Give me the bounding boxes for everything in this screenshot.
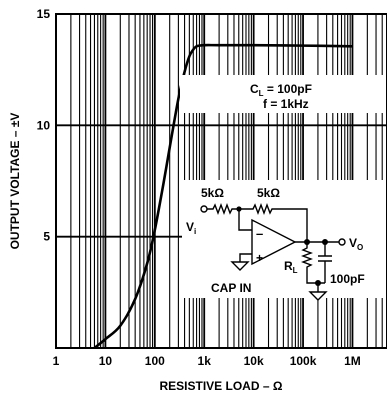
- annotation-background: [180, 75, 387, 113]
- label-load: RL: [284, 259, 298, 275]
- load-resistor: [301, 242, 325, 284]
- x-tick-label: 1: [53, 354, 60, 368]
- y-axis-label: OUTPUT VOLTAGE – ±V: [8, 113, 22, 250]
- label-r-in: 5kΩ: [201, 186, 224, 200]
- plot-frame: [55, 13, 387, 349]
- label-output: VO: [349, 236, 363, 252]
- label-cap: 100pF: [330, 272, 365, 286]
- x-tick-label: 10: [99, 354, 113, 368]
- x-tick-label: 1k: [198, 354, 212, 368]
- y-tick-label: 10: [37, 118, 51, 132]
- label-minus: –: [256, 226, 263, 241]
- feedback-resistor: [239, 203, 308, 242]
- input-terminal: [200, 205, 208, 213]
- label-cap-in: CAP IN: [211, 281, 251, 295]
- input-resistor: [207, 203, 239, 215]
- axis-tick-labels: 1 10 100 1k 10k 100k 1M 5 10 15: [37, 7, 361, 368]
- x-tick-label: 100: [145, 354, 165, 368]
- x-axis-label: RESISTIVE LOAD – Ω: [160, 379, 283, 393]
- x-tick-label: 1M: [344, 354, 361, 368]
- y-tick-label: 15: [37, 7, 51, 21]
- label-plus: +: [256, 251, 263, 265]
- y-tick-label: 5: [43, 230, 50, 244]
- annotation-cl: CL = 100pF: [250, 82, 312, 98]
- output-terminal: [338, 238, 346, 246]
- op-amp-symbol: [251, 218, 297, 266]
- test-circuit-schematic: [200, 203, 346, 301]
- x-tick-label: 100k: [290, 354, 317, 368]
- x-tick-label: 10k: [244, 354, 264, 368]
- noninverting-input-wire: [239, 253, 252, 262]
- ground-icon: [230, 261, 250, 271]
- circuit-labels: 5kΩ 5kΩ Vi VO RL 100pF CAP IN – +: [186, 186, 365, 295]
- load-capacitor: [318, 242, 332, 283]
- ground-icon-load: [308, 291, 328, 301]
- annotation-frequency: f = 1kHz: [263, 97, 309, 111]
- label-input: Vi: [186, 220, 196, 236]
- label-r-fb: 5kΩ: [257, 186, 280, 200]
- inverting-input-wire: [238, 209, 252, 231]
